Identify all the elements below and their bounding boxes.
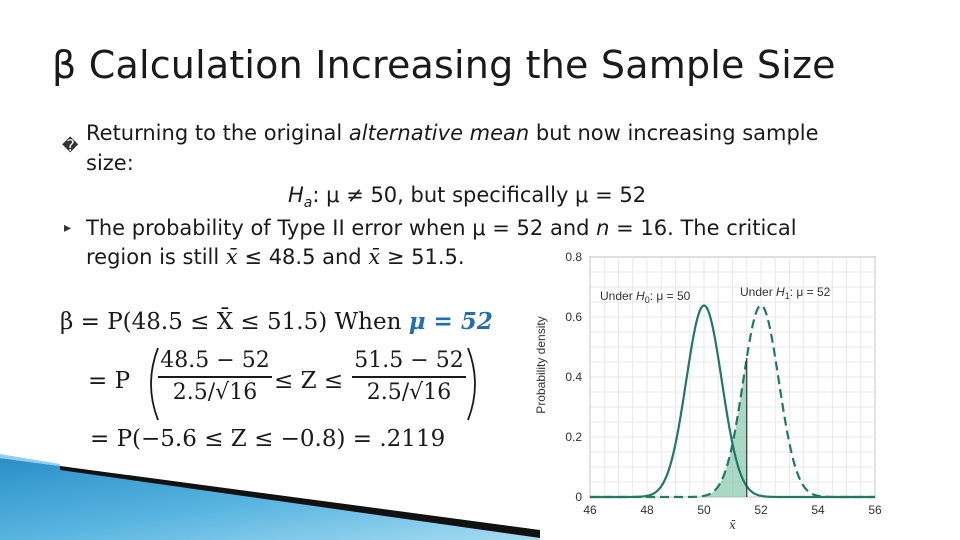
bullet-2-line-1: The probability of Type II error when μ … [86,213,797,243]
right-paren [467,347,476,421]
annotation-h0-sub: 0 [645,295,650,305]
curve-h1 [590,304,875,499]
y-tick-label: 0.4 [565,370,582,384]
y-tick-label: 0.6 [565,310,582,324]
y-tick-label: 0.2 [565,430,582,444]
formula-line-2-prefix: = P [88,368,131,394]
slide-title: β Calculation Increasing the Sample Size [52,43,836,87]
annotation-h1-h: H [776,285,785,299]
x-axis-label: x̄ [729,518,736,532]
x-tick-label: 56 [868,503,882,517]
decorative-corner-strip [0,454,540,540]
bullet-2-line-2: region is still x̄ ≤ 48.5 and x̄ ≥ 51.5. [86,242,465,272]
bullet-2-xbar-2: x̄ [368,245,381,269]
bullet-2-text-d: ≤ 48.5 and [237,245,369,269]
chart-grid [589,256,876,498]
x-tick-label: 54 [811,503,825,517]
bullet-1-line-2: size: [86,151,134,175]
bullet-1-text-b: but now increasing sample [529,121,819,145]
chart-marks [590,304,875,499]
fraction-2-denominator: 2.5/√16 [366,379,452,405]
hypothesis-rest: : μ ≠ 50, but specifically μ = 52 [312,183,647,207]
fraction-2-bar [352,376,466,378]
left-paren [150,347,159,421]
bullet-1-marker: � [62,136,79,155]
bullet-2-xbar-1: x̄ [225,245,238,269]
annotation-h0-h: H [636,289,645,303]
annotation-h1: Under H1: μ = 52 [740,285,831,301]
x-tick-label: 46 [583,503,597,517]
bullet-1-text-a: Returning to the original [86,121,349,145]
x-tick-label: 48 [640,503,654,517]
bullet-2-text-a: The probability of Type II error when μ … [86,216,597,240]
fraction-2-numerator: 51.5 − 52 [354,348,464,373]
fraction-1-bar [158,376,272,378]
bullet-2-marker: ▸ [64,220,72,236]
y-tick-label: 0 [575,490,582,504]
bullet-1-line-1: Returning to the original alternative me… [86,118,819,148]
beta-shaded-area [661,357,747,497]
bullet-2-n: n [596,216,610,240]
annotation-h1-b: : μ = 52 [790,285,831,299]
density-chart: 46 48 50 52 54 56 0 0.2 0.4 0.6 0.8 Probability d… [534,250,882,532]
x-tick-labels: 46 48 50 52 54 56 [583,503,882,517]
hypothesis-line: Ha: μ ≠ 50, but specifically μ = 52 [288,180,646,218]
bullet-2-text-c: region is still [86,245,226,269]
fraction-1: 48.5 − 52 2.5/√16 [158,348,272,405]
y-axis-label: Probability density [534,316,548,413]
bullet-2-text-b: = 16. The critical [609,216,797,240]
hypothesis-h: H [288,183,304,207]
beta-formula: β = P(48.5 ≤ X̄ ≤ 51.5) When μ = 52 = P … [60,306,520,456]
x-tick-label: 50 [697,503,711,517]
bullet-2-text-e: ≥ 51.5. [380,245,465,269]
formula-line-1-a: β = P(48.5 ≤ X̄ ≤ 51.5) When [60,309,409,335]
formula-line-1-b: μ = 52 [408,308,493,335]
fraction-1-denominator: 2.5/√16 [172,379,258,405]
annotation-h0-a: Under [600,289,636,303]
formula-line-3: = P(−5.6 ≤ Z ≤ −0.8) = .2119 [90,426,446,452]
y-tick-labels: 0 0.2 0.4 0.6 0.8 [565,250,582,504]
annotation-h1-a: Under [740,285,776,299]
formula-line-1: β = P(48.5 ≤ X̄ ≤ 51.5) When μ = 52 [60,308,493,335]
fraction-2: 51.5 − 52 2.5/√16 [352,348,466,405]
hypothesis-sub: a [303,195,313,212]
x-tick-label: 52 [754,503,768,517]
annotation-h0: Under H0: μ = 50 [600,289,691,305]
formula-mid: ≤ Z ≤ [274,368,344,394]
fraction-1-numerator: 48.5 − 52 [160,348,270,373]
annotation-h1-sub: 1 [785,291,790,301]
y-tick-label: 0.8 [565,250,582,264]
annotation-h0-b: : μ = 50 [650,289,691,303]
bullet-1-italic: alternative mean [348,121,530,145]
